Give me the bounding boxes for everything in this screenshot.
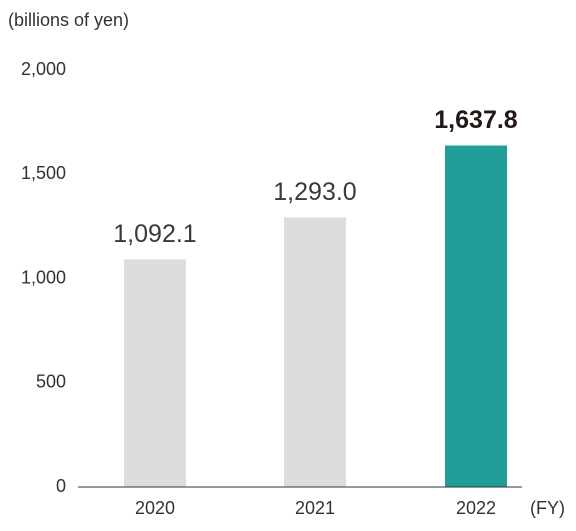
- y-tick-label: 1,000: [21, 267, 66, 287]
- x-tick-label: 2021: [295, 498, 335, 518]
- value-label: 1,293.0: [273, 178, 356, 206]
- bar: [445, 145, 507, 487]
- y-tick-label: 1,500: [21, 163, 66, 183]
- y-tick-label: 0: [56, 476, 66, 496]
- value-label: 1,637.8: [434, 106, 518, 134]
- x-tick-label: 2022: [456, 498, 496, 518]
- y-tick-label: 2,000: [21, 59, 66, 79]
- x-axis-label: (FY): [530, 498, 565, 518]
- x-tick-label: 2020: [135, 498, 175, 518]
- bar: [284, 217, 346, 488]
- value-label: 1,092.1: [113, 220, 196, 248]
- bar: [124, 259, 186, 487]
- y-axis-label: (billions of yen): [8, 10, 129, 30]
- y-tick-label: 500: [36, 372, 66, 392]
